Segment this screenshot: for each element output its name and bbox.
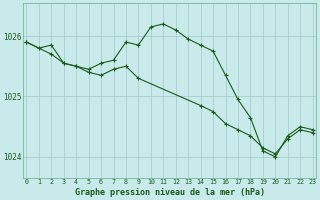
X-axis label: Graphe pression niveau de la mer (hPa): Graphe pression niveau de la mer (hPa) bbox=[75, 188, 265, 197]
